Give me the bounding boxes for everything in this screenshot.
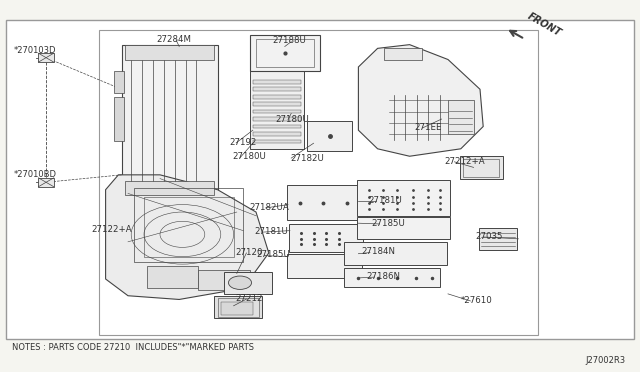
Bar	[114, 97, 124, 141]
Bar	[250, 69, 304, 149]
Bar	[218, 298, 259, 317]
Bar	[253, 110, 301, 113]
Bar	[134, 188, 243, 262]
Bar	[253, 125, 301, 128]
Bar	[125, 181, 214, 195]
Bar	[463, 159, 499, 177]
Text: FRONT: FRONT	[525, 11, 563, 38]
Bar	[344, 268, 440, 287]
Bar	[253, 87, 301, 91]
Bar	[114, 71, 124, 93]
Text: 27182UA: 27182UA	[250, 203, 289, 212]
Bar	[253, 117, 301, 121]
Text: NOTES : PARTS CODE 27210  INCLUDES"*"MARKED PARTS: NOTES : PARTS CODE 27210 INCLUDES"*"MARK…	[12, 343, 253, 352]
Text: 27180U: 27180U	[275, 115, 309, 124]
Bar	[144, 197, 234, 257]
Text: 27284M: 27284M	[157, 35, 192, 44]
Circle shape	[228, 276, 252, 289]
Text: 27181U: 27181U	[368, 196, 402, 205]
Text: 27212: 27212	[236, 294, 263, 303]
Bar	[384, 48, 422, 60]
Text: J27002R3: J27002R3	[586, 356, 626, 365]
Text: 271EE: 271EE	[414, 123, 442, 132]
Text: *27610: *27610	[461, 296, 493, 305]
Text: *270103D: *270103D	[14, 46, 56, 55]
Text: 27184N: 27184N	[362, 247, 396, 256]
Text: 27035: 27035	[475, 232, 502, 241]
Polygon shape	[358, 45, 483, 156]
Bar	[125, 45, 214, 60]
Bar	[99, 30, 538, 335]
Bar	[253, 140, 301, 143]
Bar	[287, 185, 367, 220]
Bar	[460, 156, 503, 179]
Bar	[250, 35, 320, 71]
Bar	[253, 80, 301, 84]
Text: 27188U: 27188U	[272, 36, 306, 45]
Text: 27122+A: 27122+A	[92, 225, 132, 234]
Text: 27120: 27120	[236, 248, 263, 257]
Bar	[448, 100, 474, 134]
Text: 27185U: 27185U	[256, 250, 290, 259]
Bar	[198, 270, 250, 290]
Bar	[221, 302, 253, 315]
Polygon shape	[106, 175, 269, 299]
Text: 27186N: 27186N	[366, 272, 400, 281]
Text: 27192: 27192	[229, 138, 257, 147]
Bar	[479, 228, 517, 250]
Text: 27181U: 27181U	[254, 227, 288, 236]
Bar	[38, 53, 54, 62]
Bar	[253, 102, 301, 106]
Bar	[38, 178, 54, 187]
Bar	[256, 39, 314, 67]
Bar	[289, 224, 363, 252]
Bar	[147, 266, 198, 288]
Text: 27185U: 27185U	[371, 219, 405, 228]
Text: 27180U: 27180U	[232, 153, 266, 161]
Bar	[253, 95, 301, 99]
Bar	[344, 242, 447, 265]
Bar	[253, 132, 301, 136]
Bar	[6, 20, 634, 339]
Bar	[214, 296, 262, 318]
Bar	[357, 217, 450, 239]
Bar	[357, 180, 450, 216]
Text: 27212+A: 27212+A	[445, 157, 485, 166]
Bar	[287, 254, 362, 278]
Text: 27182U: 27182U	[291, 154, 324, 163]
Bar	[122, 45, 218, 197]
Bar	[224, 272, 272, 294]
Bar	[307, 121, 352, 151]
Text: *27010BD: *27010BD	[14, 170, 57, 179]
